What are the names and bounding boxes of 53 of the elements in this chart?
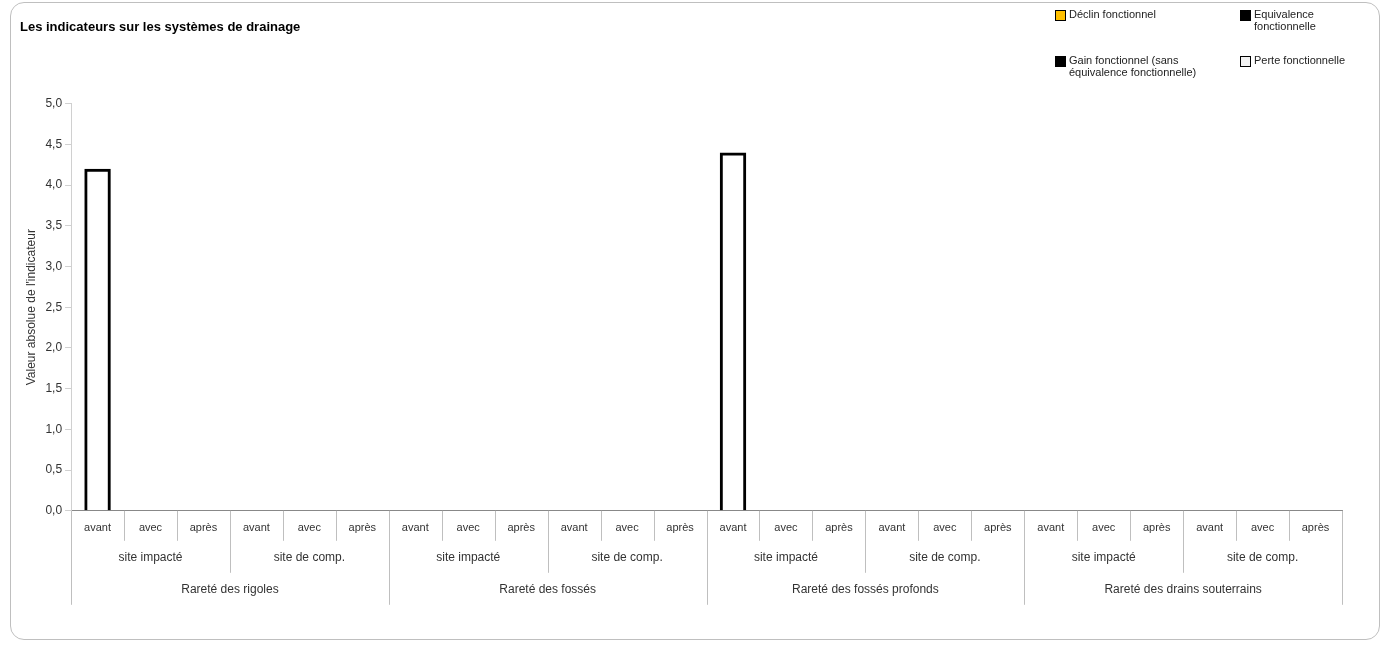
y-tick-label: 4,5 bbox=[45, 136, 63, 151]
x-tick-label: avec bbox=[774, 521, 799, 534]
x-tick-label: après bbox=[507, 521, 536, 534]
text: site de comp. bbox=[273, 550, 346, 565]
x-tick-label: avec bbox=[138, 521, 163, 534]
x-tick-label: avec bbox=[1250, 521, 1275, 534]
chart-title: Les indicateurs sur les systèmes de drainage bbox=[20, 19, 301, 35]
legend-label: Perte fonctionnelle bbox=[1254, 54, 1346, 66]
legend-label: Déclin fonctionnel bbox=[1069, 8, 1156, 20]
x-tick-label: après bbox=[189, 521, 218, 534]
text: site de comp. bbox=[1226, 550, 1299, 565]
x-tick-label: après bbox=[666, 521, 695, 534]
text: site impacté bbox=[1071, 550, 1137, 565]
text: Rareté des drains souterrains bbox=[1104, 582, 1262, 597]
x-tick-label: après bbox=[1301, 521, 1330, 534]
x-tick-label: avant bbox=[878, 521, 906, 534]
y-tick-label: 4,0 bbox=[45, 177, 63, 192]
y-axis-title: Valeur absolue de l'indicateur bbox=[23, 229, 38, 386]
legend-label: Gain fonctionnel (sans équivalence fonctionnelle) bbox=[1069, 54, 1198, 78]
x-tick-label: avec bbox=[615, 521, 640, 534]
x-tick-label: après bbox=[348, 521, 377, 534]
x-tick-label: après bbox=[825, 521, 854, 534]
y-tick-label: 3,0 bbox=[45, 258, 63, 273]
text: site de comp. bbox=[591, 550, 663, 565]
x-tick-label: avec bbox=[1092, 521, 1116, 534]
text: site de comp. bbox=[909, 550, 981, 565]
x-tick-label: avant bbox=[719, 521, 747, 534]
y-tick-label: 1,5 bbox=[45, 380, 63, 395]
y-tick-label: 0,0 bbox=[45, 503, 63, 518]
x-tick-label: avec bbox=[933, 521, 957, 534]
x-tick-label: avant bbox=[1196, 521, 1224, 534]
x-tick-label: après bbox=[1142, 521, 1171, 534]
x-tick-label: avant bbox=[401, 521, 429, 534]
text: Rareté des fossés profonds bbox=[792, 582, 939, 597]
x-tick-label: avec bbox=[297, 521, 322, 534]
x-tick-label: avant bbox=[1037, 521, 1065, 534]
text: site impacté bbox=[753, 550, 819, 565]
x-tick-label: avant bbox=[560, 521, 588, 534]
x-tick-label: avec bbox=[456, 521, 481, 534]
x-tick-label: après bbox=[984, 521, 1013, 534]
y-tick-label: 5,0 bbox=[45, 95, 63, 110]
text: Rareté des rigoles bbox=[181, 582, 279, 597]
y-tick-label: 0,5 bbox=[45, 462, 63, 477]
y-tick-label: 2,5 bbox=[45, 299, 63, 314]
y-tick-label: 1,0 bbox=[45, 421, 63, 436]
text: Rareté des fossés bbox=[499, 582, 597, 597]
y-tick-label: 3,5 bbox=[45, 218, 63, 233]
text: site impacté bbox=[118, 550, 183, 565]
x-tick-label: avant bbox=[84, 521, 112, 534]
y-tick-label: 2,0 bbox=[45, 340, 63, 355]
text: site impacté bbox=[436, 550, 501, 565]
x-tick-label: avant bbox=[242, 521, 270, 534]
legend-label: Equivalence fonctionnelle bbox=[1254, 8, 1317, 32]
